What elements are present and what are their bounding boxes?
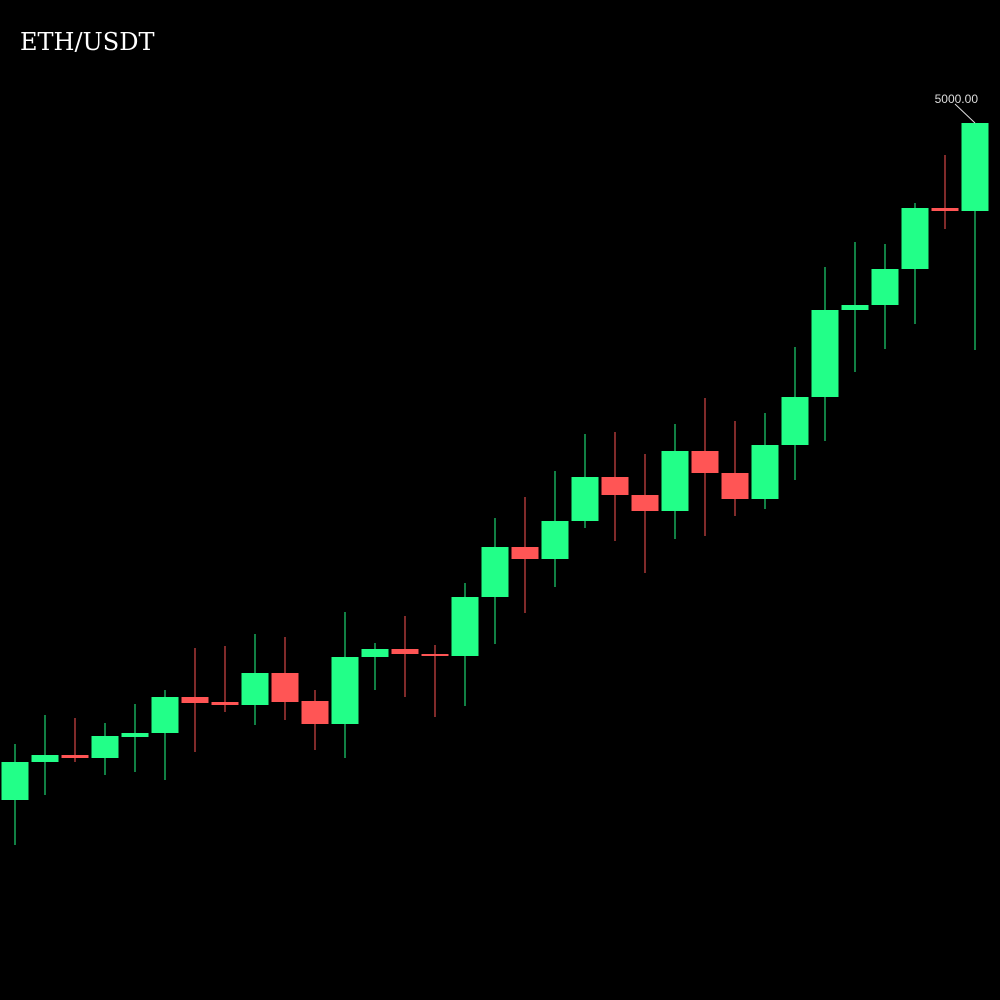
candle-body	[301, 701, 329, 724]
candle-body	[421, 654, 449, 656]
candle-body	[211, 702, 239, 705]
candle-body	[31, 755, 59, 762]
candle-body	[61, 755, 89, 758]
candle-body	[571, 477, 599, 521]
chart-title: ETH/USDT	[20, 28, 154, 56]
candle-body	[481, 547, 509, 597]
candle-body	[811, 310, 839, 397]
candle-body	[751, 445, 779, 499]
candle-body	[241, 673, 269, 705]
candle-body	[781, 397, 809, 445]
candle-body	[451, 597, 479, 656]
candle-body	[181, 697, 209, 703]
candle-body	[331, 657, 359, 724]
candle-body	[661, 451, 689, 511]
candle-body	[961, 123, 989, 211]
label-leader	[954, 103, 976, 124]
candle-body	[511, 547, 539, 559]
candle-body	[1, 762, 29, 800]
candle-body	[901, 208, 929, 269]
candle-body	[841, 305, 869, 310]
candle-body	[151, 697, 179, 733]
candle-body	[121, 733, 149, 737]
candle-body	[541, 521, 569, 559]
candle-body	[871, 269, 899, 305]
last-price-label: 5000.00	[935, 92, 979, 106]
candle-body	[931, 208, 959, 211]
candle-body	[721, 473, 749, 499]
candle-body	[691, 451, 719, 473]
candle-body	[391, 649, 419, 654]
candle-body	[631, 495, 659, 511]
candle-body	[271, 673, 299, 702]
candle-body	[91, 736, 119, 758]
candle-body	[361, 649, 389, 657]
candle-body	[601, 477, 629, 495]
